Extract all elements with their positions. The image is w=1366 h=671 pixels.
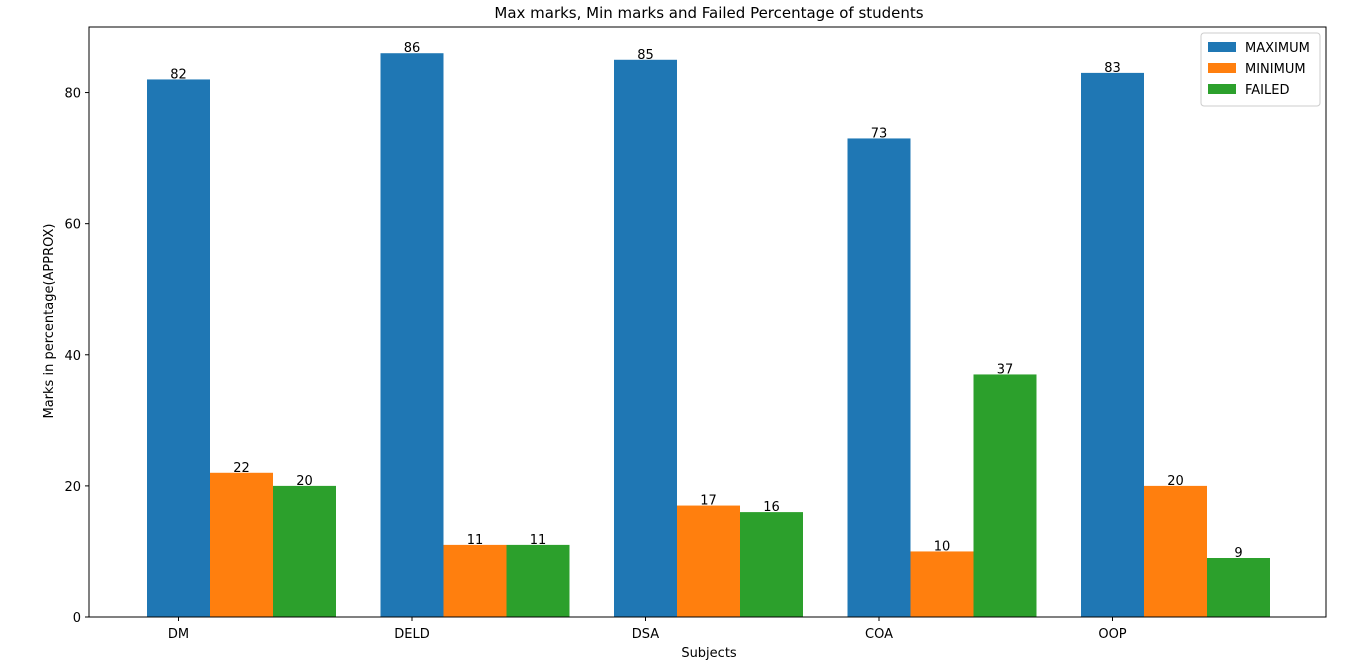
bar-failed-dsa <box>740 512 803 617</box>
legend-swatch-failed <box>1208 84 1236 94</box>
x-tick-label: OOP <box>1098 627 1126 642</box>
legend-label-minimum: MINIMUM <box>1245 62 1306 77</box>
data-label-minimum-dsa: 17 <box>700 494 717 509</box>
y-tick-label: 0 <box>73 611 81 626</box>
data-label-maximum-dsa: 85 <box>637 48 654 63</box>
plot-area: 82 22 20 DM 86 11 11 DELD 85 17 16 DSA 73 10 37 COA 83 20… <box>64 26 1327 642</box>
bar-minimum-deld <box>443 544 507 617</box>
y-tick-label: 60 <box>64 218 81 233</box>
x-tick-label: COA <box>865 627 893 642</box>
bar-failed-coa <box>973 374 1037 617</box>
data-label-failed-oop: 9 <box>1234 546 1242 561</box>
bar-minimum-dsa <box>677 505 740 617</box>
y-axis-label: Marks in percentage(APPROX) <box>42 223 57 418</box>
chart-title: Max marks, Min marks and Failed Percenta… <box>494 4 923 22</box>
bar-failed-deld <box>506 544 570 617</box>
bar-maximum-dsa <box>614 59 677 618</box>
x-tick-label: DSA <box>632 627 660 642</box>
data-label-failed-dm: 20 <box>296 474 313 489</box>
legend: MAXIMUM MINIMUM FAILED <box>1200 32 1321 107</box>
legend-swatch-minimum <box>1208 63 1236 73</box>
data-label-failed-dsa: 16 <box>763 500 780 515</box>
bar-minimum-dm <box>210 472 273 617</box>
data-label-minimum-oop: 20 <box>1167 474 1184 489</box>
y-tick-label: 20 <box>64 480 81 495</box>
legend-swatch-maximum <box>1208 42 1236 52</box>
bar-minimum-oop <box>1144 485 1207 617</box>
data-label-maximum-coa: 73 <box>871 126 888 141</box>
bar-maximum-coa <box>847 138 911 617</box>
legend-label-maximum: MAXIMUM <box>1245 41 1310 56</box>
data-label-maximum-dm: 82 <box>170 67 187 82</box>
data-label-minimum-deld: 11 <box>467 533 484 548</box>
data-label-failed-coa: 37 <box>997 362 1014 377</box>
axes-frame <box>88 26 1327 618</box>
y-tick-label: 40 <box>64 349 81 364</box>
bar-minimum-coa <box>910 551 974 617</box>
data-label-failed-deld: 11 <box>530 533 547 548</box>
data-label-maximum-deld: 86 <box>404 41 421 56</box>
legend-label-failed: FAILED <box>1245 83 1289 98</box>
x-tick-label: DM <box>168 627 189 642</box>
data-label-minimum-coa: 10 <box>934 539 951 554</box>
x-tick-label: DELD <box>394 627 429 642</box>
bar-maximum-oop <box>1081 72 1144 617</box>
x-axis-label: Subjects <box>681 646 737 661</box>
bar-failed-dm <box>273 485 336 617</box>
data-label-minimum-dm: 22 <box>233 461 250 476</box>
y-tick-label: 80 <box>64 87 81 102</box>
bar-maximum-deld <box>380 53 444 617</box>
data-label-maximum-oop: 83 <box>1104 61 1121 76</box>
bar-failed-oop <box>1207 558 1270 617</box>
bar-maximum-dm <box>147 79 210 617</box>
